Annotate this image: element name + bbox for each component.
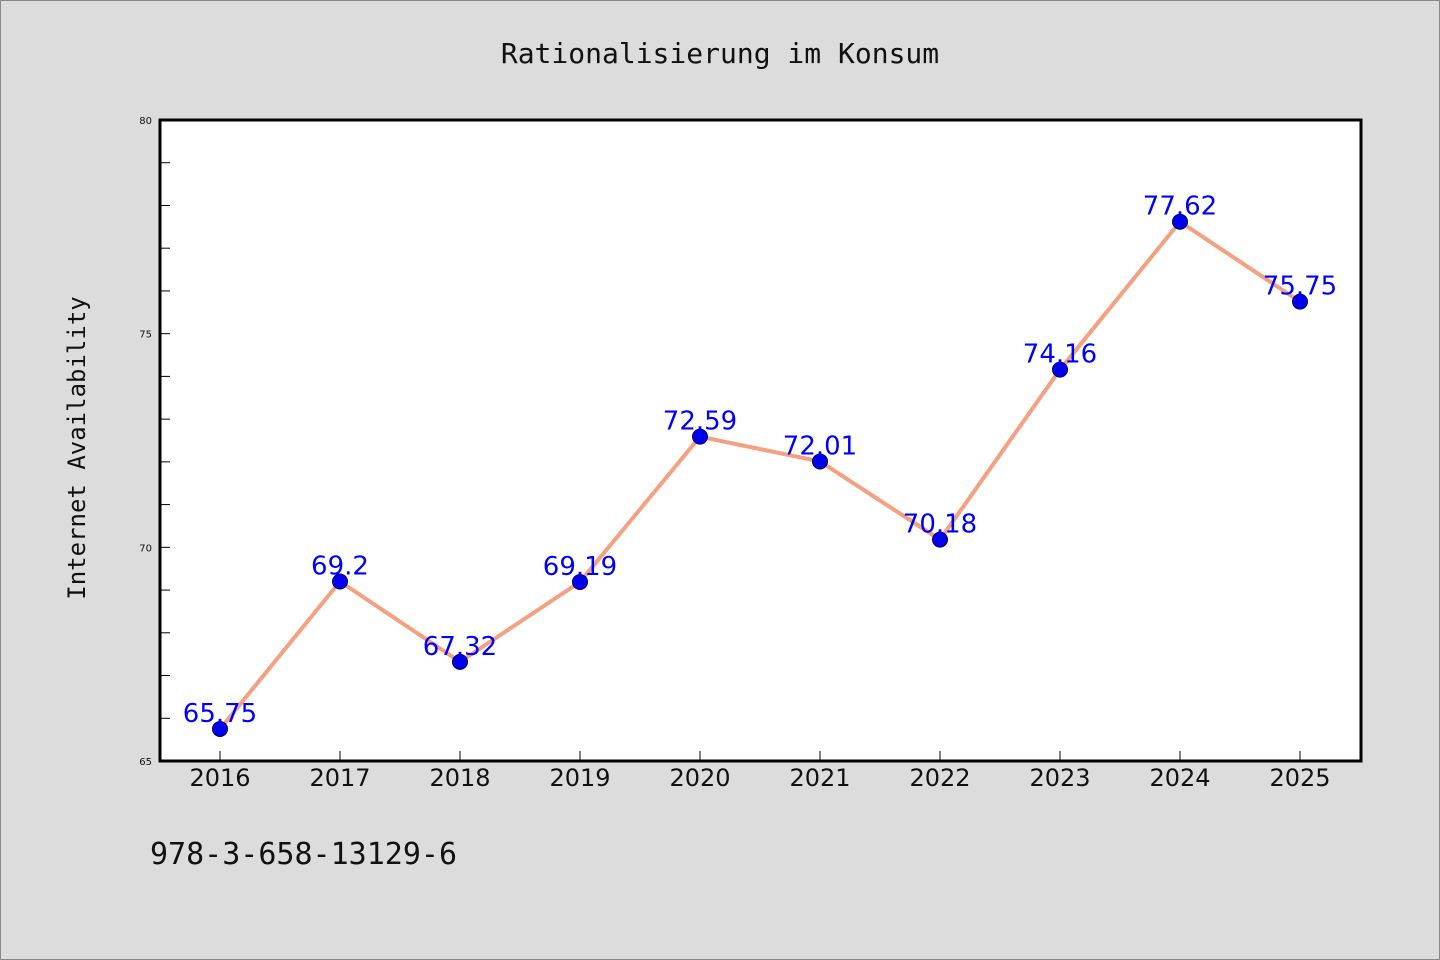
y-axis-ticks: 65 70 75 80 <box>139 116 170 768</box>
data-label: 75.75 <box>1263 272 1337 302</box>
x-axis-ticks: 2016 2017 2018 2019 2020 2021 2022 2023 2024 2025 <box>189 751 1331 792</box>
data-label: 72.59 <box>663 407 737 437</box>
data-label: 70.18 <box>903 510 977 540</box>
data-point <box>452 653 468 670</box>
x-tick-label: 2020 <box>669 764 730 792</box>
y-tick-label: 65 <box>139 757 152 768</box>
data-point <box>932 531 948 548</box>
data-point <box>212 720 228 737</box>
y-tick-label: 75 <box>139 330 152 341</box>
x-tick-label: 2023 <box>1029 764 1090 792</box>
data-point <box>1052 361 1068 378</box>
series-line-group: 65.75 69.2 67.32 69.19 72.59 72.01 70.18 74.16 7… <box>183 192 1337 737</box>
isbn-footnote: 978-3-658-13129-6 <box>150 837 457 872</box>
plot-area <box>158 118 1363 763</box>
x-tick-label: 2024 <box>1149 764 1210 792</box>
data-label: 67.32 <box>423 632 497 662</box>
data-point <box>1172 213 1188 230</box>
data-label: 69.2 <box>311 552 369 582</box>
x-tick-label: 2021 <box>789 764 850 792</box>
data-point <box>332 573 348 590</box>
data-point <box>1292 293 1308 310</box>
y-tick-label: 70 <box>139 543 152 554</box>
x-tick-label: 2017 <box>309 764 370 792</box>
x-tick-label: 2025 <box>1269 764 1330 792</box>
data-label: 69.19 <box>543 552 617 582</box>
data-point <box>572 573 588 590</box>
data-point <box>812 453 828 470</box>
chart-title: Rationalisierung im Konsum <box>501 37 939 70</box>
data-label: 72.01 <box>783 431 857 461</box>
y-tick-label: 80 <box>139 116 152 127</box>
data-label: 65.75 <box>183 699 257 729</box>
x-tick-label: 2019 <box>549 764 610 792</box>
x-tick-label: 2018 <box>429 764 490 792</box>
data-label: 74.16 <box>1023 340 1097 370</box>
y-axis-label: Internet Availability <box>63 296 91 599</box>
x-tick-label: 2016 <box>189 764 250 792</box>
x-tick-label: 2022 <box>909 764 970 792</box>
series-line <box>218 219 1302 731</box>
data-point <box>692 428 708 445</box>
data-label: 77.62 <box>1143 192 1217 222</box>
